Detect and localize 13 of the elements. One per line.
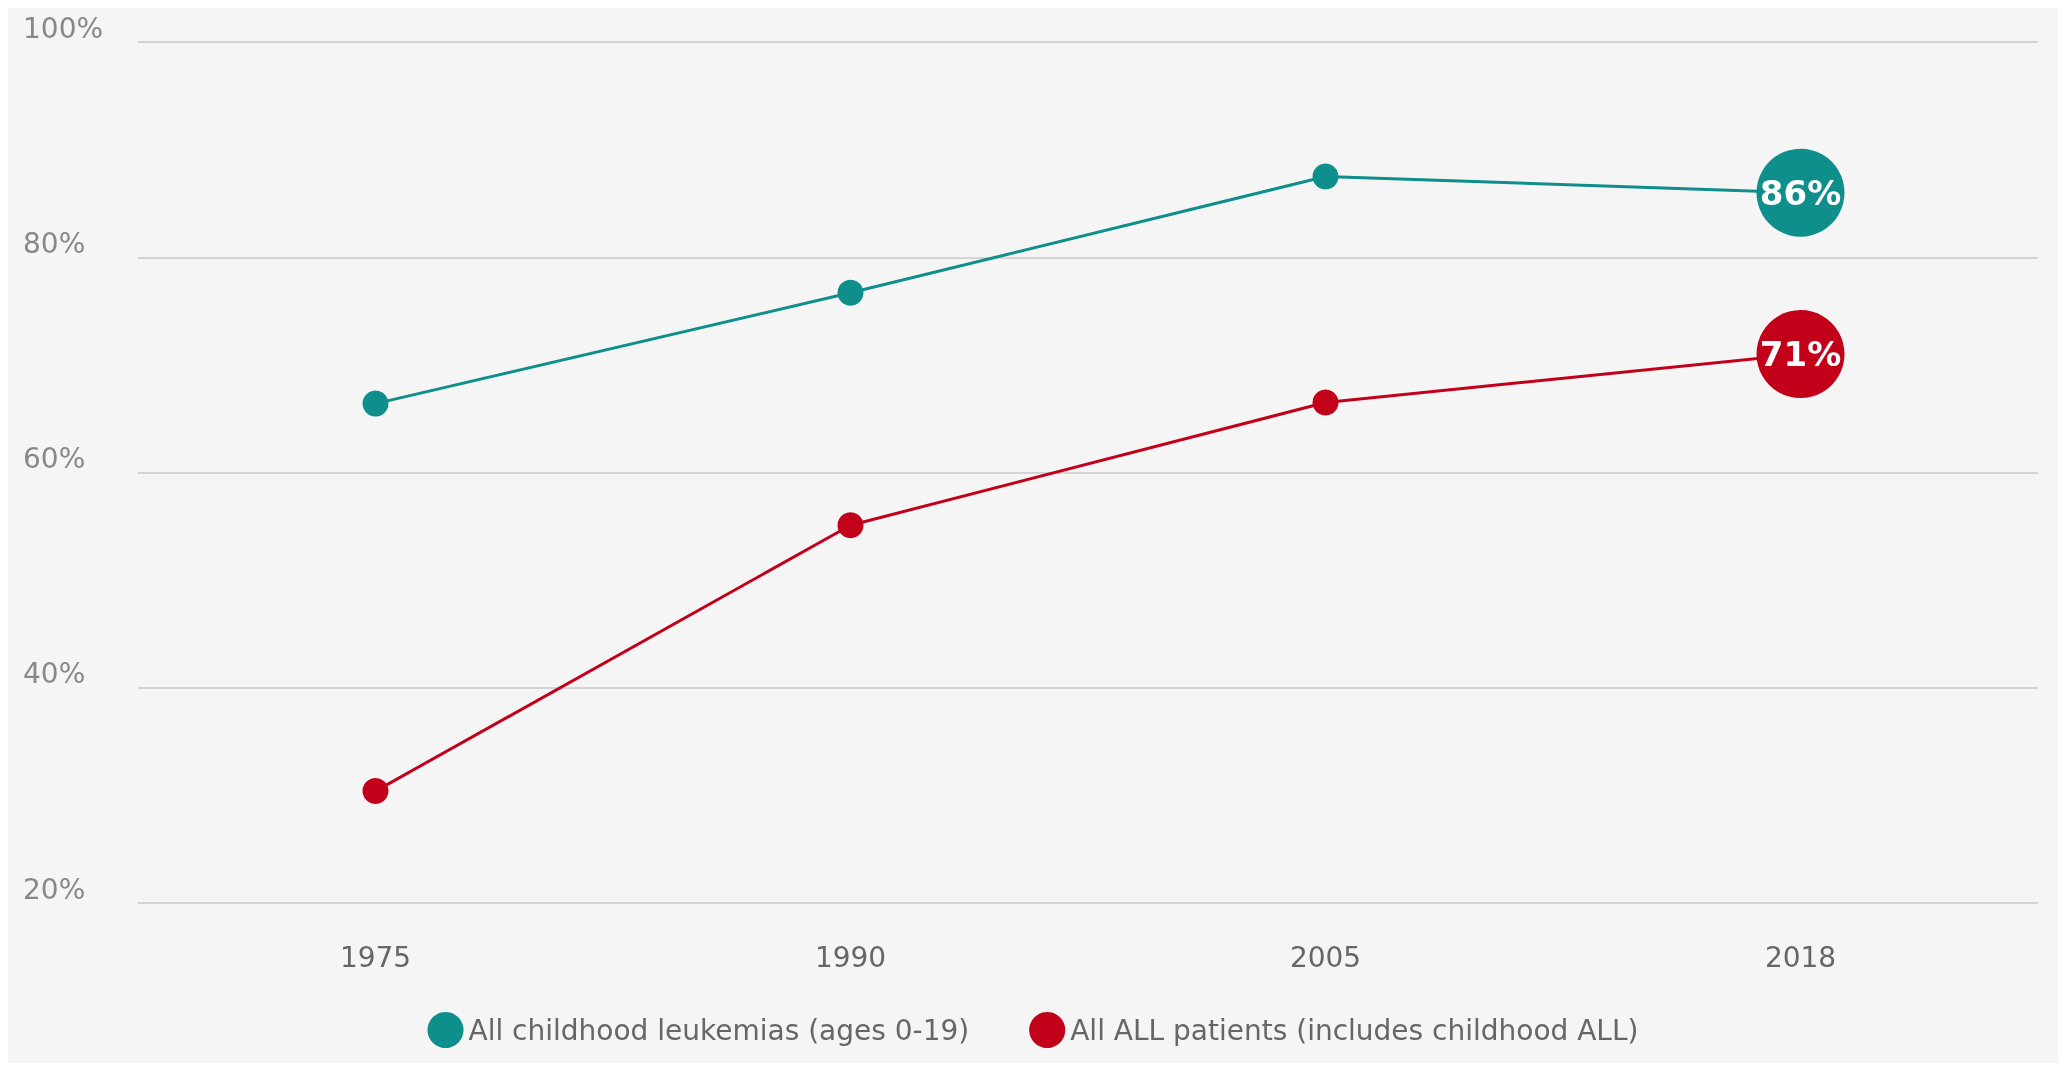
y-tick-label: 100% bbox=[23, 11, 104, 45]
x-tick-label: 2018 bbox=[1764, 940, 1837, 974]
y-tick-label: 60% bbox=[23, 442, 86, 475]
x-tick-label: 1975 bbox=[339, 940, 412, 974]
y-tick-label: 40% bbox=[23, 657, 86, 691]
legend-label: All childhood leukemias (ages 0-19) bbox=[468, 1013, 970, 1047]
data-label: 86% bbox=[1759, 172, 1842, 213]
x-tick-label: 1990 bbox=[814, 940, 887, 974]
x-tick-label: 2005 bbox=[1289, 940, 1362, 974]
y-tick-label: 20% bbox=[23, 872, 86, 906]
data-label: 71% bbox=[1759, 334, 1842, 375]
legend-label: All ALL patients (includes childhood ALL) bbox=[1070, 1013, 1639, 1047]
y-tick-label: 80% bbox=[23, 226, 86, 260]
